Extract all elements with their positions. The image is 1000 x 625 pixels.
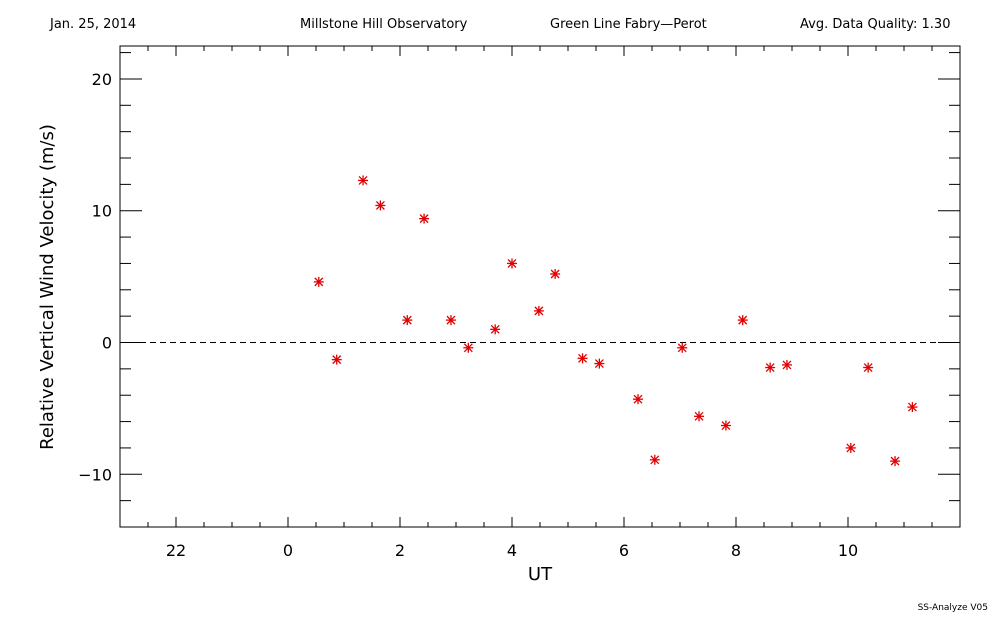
x-tick-label: 0	[283, 541, 293, 560]
data-point	[507, 258, 517, 269]
header-observatory: Millstone Hill Observatory	[300, 17, 468, 32]
data-point	[633, 394, 643, 405]
data-point	[419, 213, 430, 224]
data-point	[402, 315, 413, 326]
y-axis-title: Relative Vertical Wind Velocity (m/s)	[37, 124, 58, 450]
y-tick-label: 10	[92, 202, 112, 221]
x-tick-label: 2	[395, 541, 405, 560]
data-point	[845, 442, 856, 453]
y-tick-label: 20	[92, 70, 112, 89]
axis-ticks	[119, 46, 961, 528]
data-point	[694, 411, 705, 422]
data-point	[720, 420, 731, 431]
data-point	[331, 354, 342, 365]
header-instrument: Green Line Fabry—Perot	[550, 17, 707, 32]
data-point	[533, 305, 544, 316]
data-point	[490, 324, 501, 335]
x-axis-title: UT	[528, 564, 553, 585]
x-tick-labels: 22 0 2 4 6 8 10	[166, 541, 858, 560]
x-tick-label: 4	[507, 541, 517, 560]
data-point	[594, 358, 605, 369]
data-point	[890, 456, 901, 467]
data-point	[863, 362, 874, 373]
data-point	[463, 342, 474, 353]
data-point	[765, 362, 776, 373]
y-tick-label: −10	[78, 465, 112, 484]
data-point	[550, 268, 561, 279]
y-tick-labels: −10 0 10 20	[78, 70, 112, 484]
plot-frame	[119, 45, 961, 528]
data-point	[737, 315, 748, 326]
header-data-quality: Avg. Data Quality: 1.30	[800, 17, 951, 32]
data-point	[445, 315, 456, 326]
data-point	[313, 276, 324, 287]
y-tick-label: 0	[102, 334, 112, 353]
data-point	[781, 359, 792, 370]
data-point	[375, 200, 386, 211]
data-point	[358, 175, 369, 186]
x-tick-label: 22	[166, 541, 186, 560]
x-tick-label: 6	[619, 541, 629, 560]
x-tick-label: 10	[838, 541, 858, 560]
data-point	[577, 353, 588, 364]
data-point	[677, 342, 688, 353]
software-version: SS-Analyze V05	[917, 603, 988, 613]
data-point	[649, 454, 660, 465]
data-points	[313, 175, 918, 467]
header-date: Jan. 25, 2014	[50, 17, 137, 32]
x-tick-label: 8	[731, 541, 741, 560]
data-point	[907, 402, 918, 413]
